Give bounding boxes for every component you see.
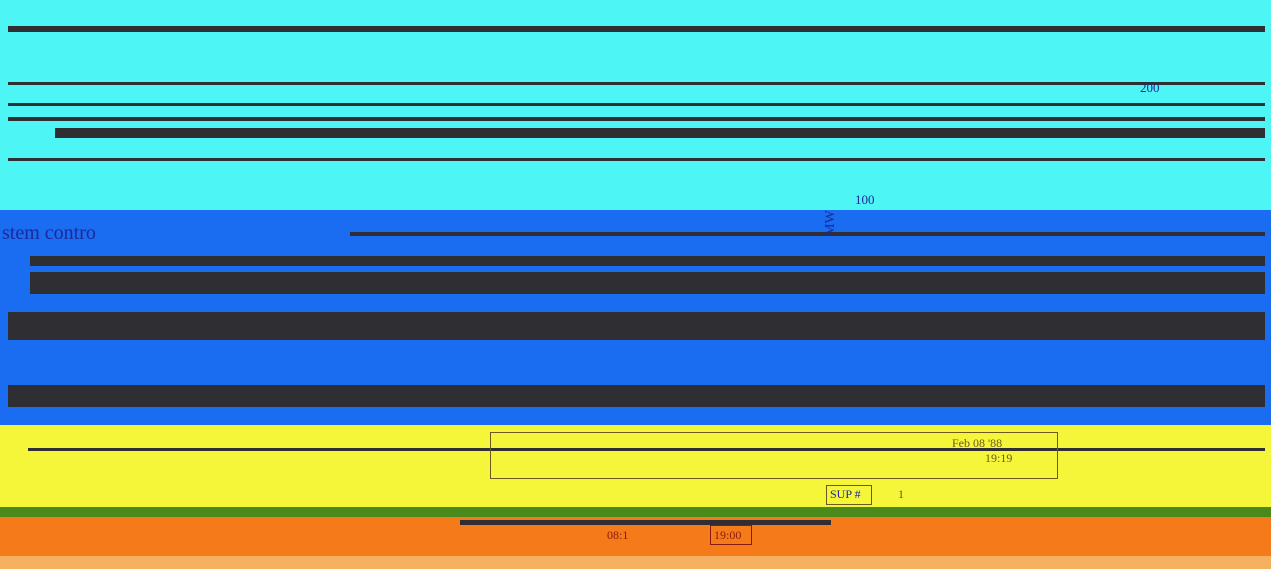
separator [8, 312, 1265, 340]
separator [8, 26, 1265, 32]
separator [8, 117, 1265, 121]
sup-label: SUP # [830, 487, 861, 501]
divider [0, 507, 1271, 517]
timeline-start: 08:1 [607, 528, 629, 542]
separator [30, 272, 1265, 294]
footer-strip [0, 556, 1271, 569]
separator [30, 256, 1265, 266]
status-frame [490, 432, 1058, 479]
separator [8, 82, 1265, 85]
separator [8, 385, 1265, 407]
separator [460, 520, 831, 525]
time: 19:19 [985, 451, 1013, 465]
date: Feb 08 '88 [952, 436, 1003, 450]
axis-label: 200 [1140, 80, 1160, 95]
axis-label: 100 [855, 192, 875, 207]
sup-value: 1 [898, 487, 904, 501]
timeline-end: 19:00 [714, 528, 742, 542]
status-panel [0, 425, 1271, 507]
caption: stem contro [2, 222, 96, 244]
axis-unit: MW [822, 210, 838, 236]
separator [55, 128, 1265, 138]
separator [8, 103, 1265, 106]
time-frame [710, 525, 752, 545]
separator [28, 448, 1265, 451]
sup-frame [826, 485, 872, 505]
separator [350, 232, 1265, 236]
separator [8, 158, 1265, 161]
